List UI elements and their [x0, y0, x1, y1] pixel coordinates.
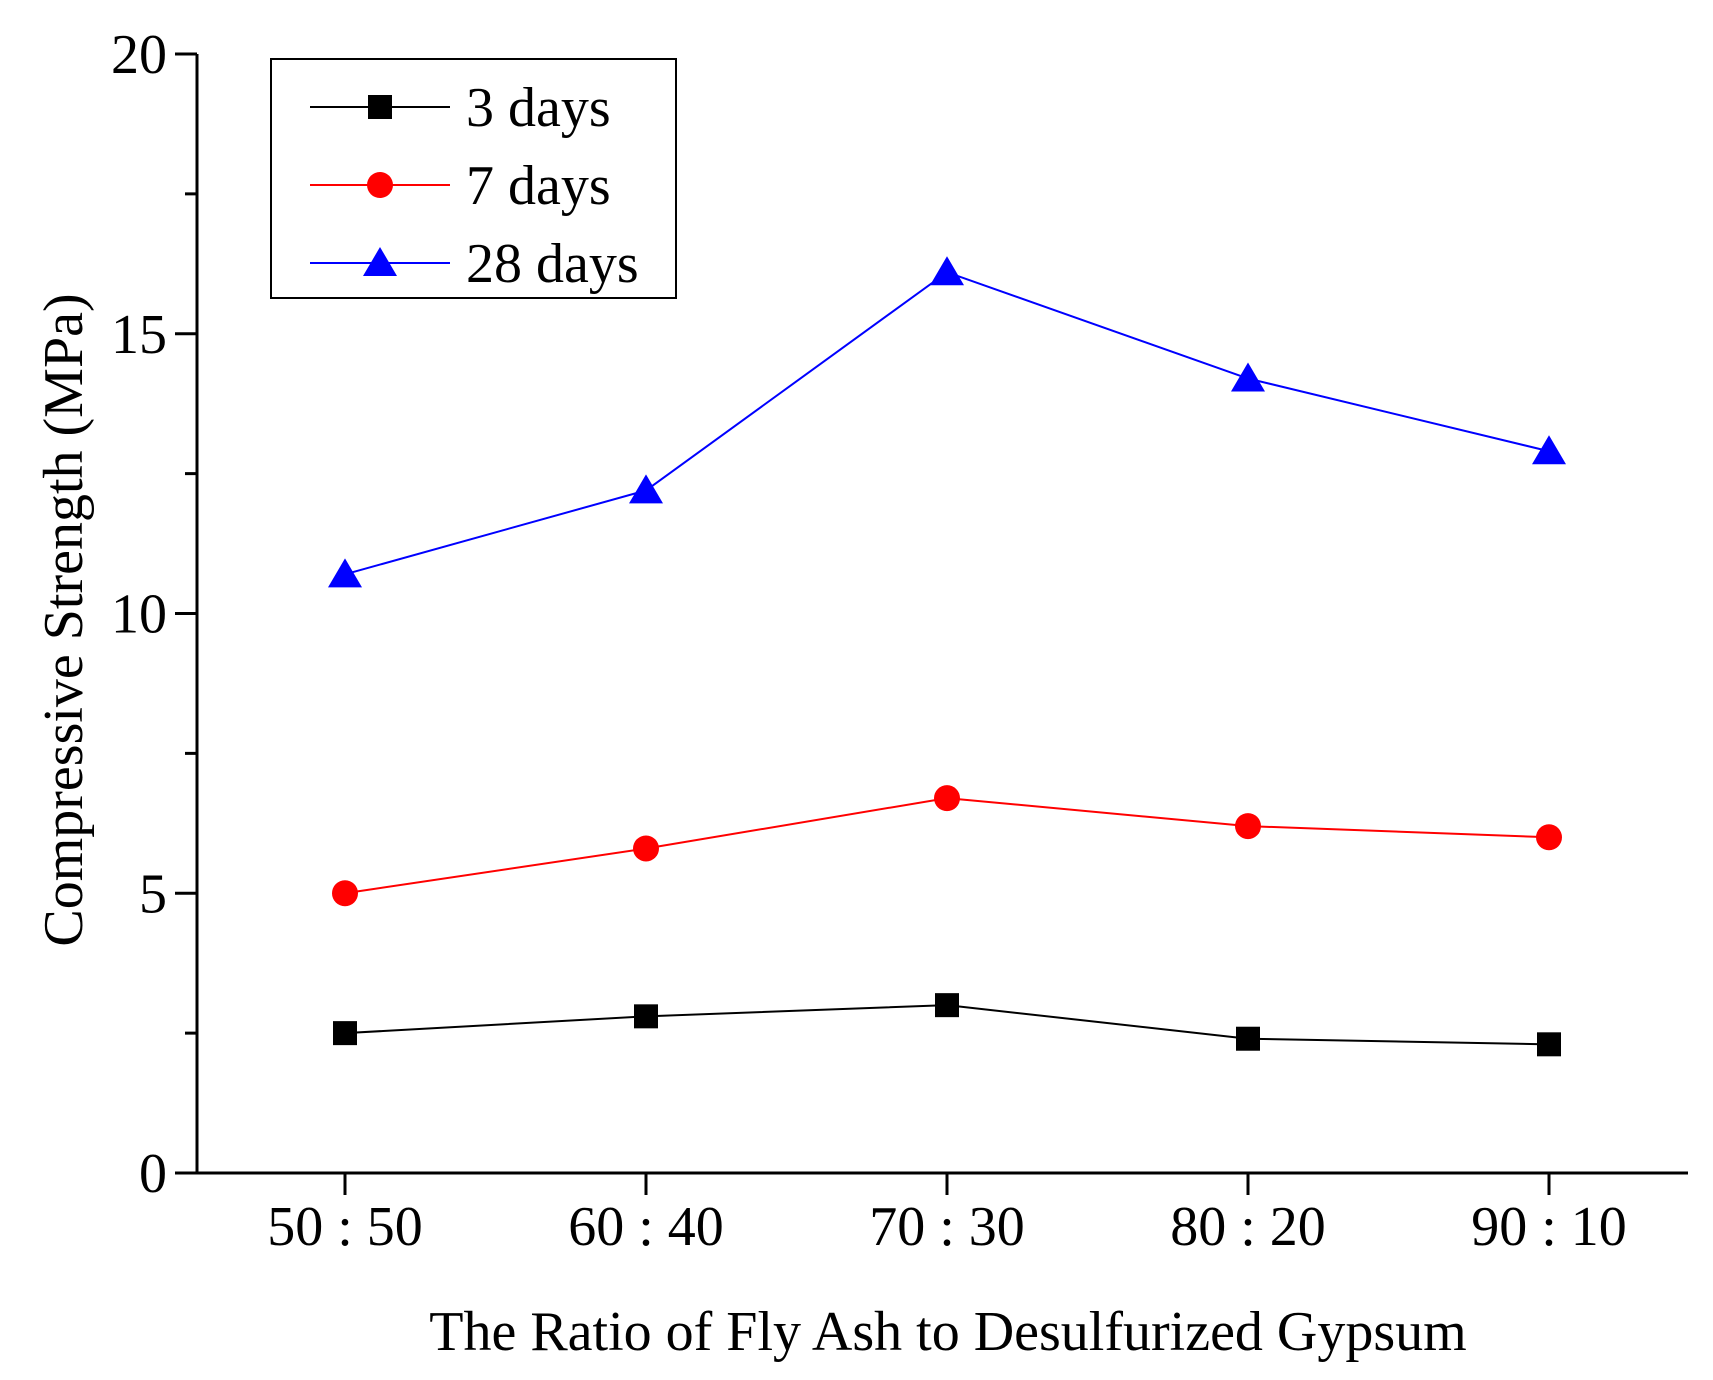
y-tick-label: 5	[139, 863, 167, 925]
data-point-square	[1537, 1032, 1561, 1057]
y-tick-label: 0	[139, 1143, 167, 1205]
data-point-triangle	[930, 256, 964, 286]
legend-marker-square	[368, 95, 392, 119]
data-point-circle	[934, 785, 960, 812]
y-axis-title: Compressive Strength (MPa)	[33, 293, 95, 946]
series-28-days	[328, 256, 1566, 588]
data-point-square	[1236, 1026, 1260, 1051]
series-layer	[328, 256, 1566, 1057]
x-tick-label: 50 : 50	[267, 1196, 423, 1258]
series-line	[344, 797, 1550, 895]
axes: 0 5 10 15 20 50 : 50 60 : 40 70 : 30 80 : 20 90 :…	[111, 24, 1688, 1258]
data-point-circle	[1235, 813, 1261, 840]
data-point-square	[634, 1004, 658, 1029]
y-tick-label: 15	[111, 304, 167, 366]
x-tick-label: 60 : 40	[568, 1196, 724, 1258]
data-point-square	[935, 993, 959, 1018]
legend-label: 7 days	[466, 155, 611, 217]
data-point-square	[333, 1021, 357, 1046]
legend-label: 28 days	[466, 233, 639, 295]
x-tick-label: 70 : 30	[869, 1196, 1025, 1258]
x-tick-label: 90 : 10	[1471, 1196, 1627, 1258]
legend-marker-triangle	[363, 247, 397, 276]
data-point-triangle	[1231, 362, 1265, 392]
x-axis-title: The Ratio of Fly Ash to Desulfurized Gyp…	[429, 1301, 1466, 1363]
x-tick-label: 80 : 20	[1170, 1196, 1326, 1258]
data-point-circle	[1536, 824, 1562, 851]
legend-label: 3 days	[466, 77, 611, 139]
legend: 3 days 7 days 28 days	[270, 58, 677, 299]
y-tick-label: 20	[111, 24, 167, 86]
series-3-days	[333, 993, 1561, 1057]
data-point-circle	[332, 880, 358, 907]
data-point-triangle	[1532, 435, 1566, 465]
series-line	[344, 271, 1550, 576]
series-7-days	[332, 785, 1562, 907]
data-point-triangle	[629, 474, 663, 504]
legend-marker-circle	[367, 172, 393, 198]
data-point-triangle	[328, 558, 362, 588]
legend-box	[270, 58, 677, 299]
y-tick-label: 10	[111, 584, 167, 646]
data-point-circle	[633, 835, 659, 862]
